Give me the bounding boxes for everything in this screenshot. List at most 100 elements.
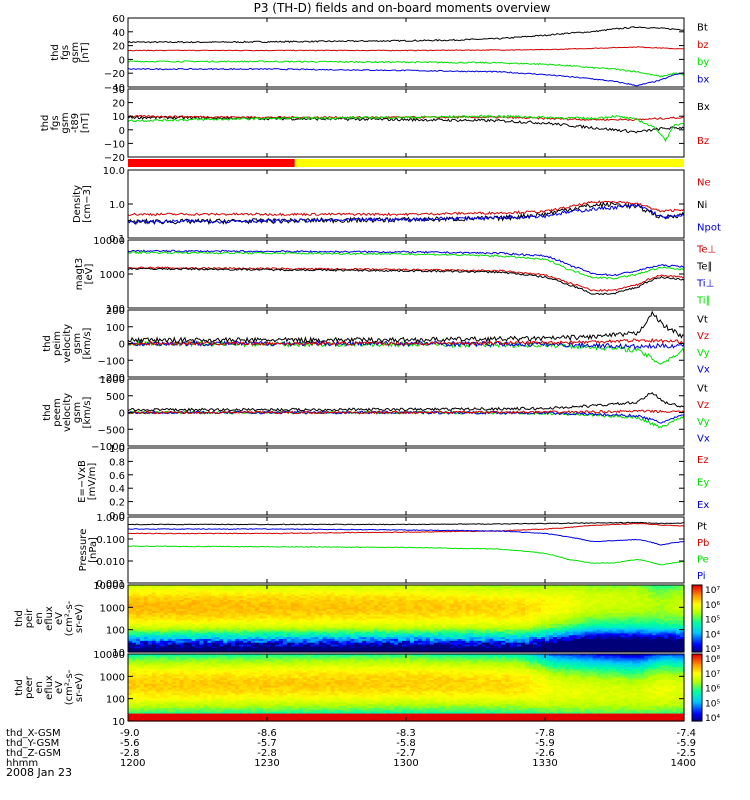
heat-cell: [131, 635, 137, 638]
heat-cell: [143, 624, 149, 627]
heat-cell: [620, 616, 626, 620]
heat-cell: [545, 646, 550, 649]
heat-cell: [632, 631, 637, 634]
heat-cell: [135, 629, 141, 633]
heat-cell: [211, 598, 216, 601]
heat-cell: [302, 586, 308, 590]
heat-cell: [620, 611, 626, 614]
heat-cell: [278, 644, 284, 648]
legend-Bt: Bt: [697, 23, 708, 34]
heat-cell: [255, 618, 260, 621]
heat-cell: [131, 642, 137, 646]
heat-cell: [247, 614, 252, 618]
heat-cell: [541, 635, 546, 638]
heat-cell: [338, 616, 344, 620]
heat-cell: [568, 624, 574, 627]
y-axis-label-line: fgs: [50, 115, 61, 130]
heat-cell: [513, 642, 518, 646]
heat-cell: [306, 648, 312, 651]
heat-cell: [259, 618, 264, 621]
heat-cell: [453, 622, 459, 625]
heat-cell: [517, 588, 522, 592]
heat-cell: [453, 646, 459, 649]
heat-cell: [548, 612, 554, 616]
heat-cell: [529, 614, 534, 618]
heat-cell: [358, 596, 363, 599]
heat-cell: [171, 631, 177, 634]
heat-cell: [298, 627, 304, 631]
heat-cell: [227, 627, 232, 631]
heat-cell: [342, 598, 348, 601]
heat-cell: [139, 598, 145, 601]
heat-cell: [342, 616, 348, 620]
heat-cell: [223, 616, 228, 620]
heat-cell: [501, 620, 506, 623]
heat-cell: [580, 620, 586, 623]
heat-cell: [481, 603, 487, 607]
heat-cell: [541, 624, 546, 627]
heat-cell: [612, 620, 618, 623]
heat-cell: [509, 618, 514, 621]
heat-cell: [501, 586, 506, 590]
heat-cell: [421, 596, 427, 599]
heat-cell: [604, 620, 610, 623]
heat-cell: [521, 650, 526, 653]
heat-cell: [350, 588, 355, 592]
heat-cell: [167, 609, 173, 612]
heat-cell: [421, 640, 427, 644]
heat-cell: [568, 633, 574, 636]
heat-cell: [616, 607, 622, 610]
heat-cell: [143, 640, 149, 644]
heat-cell: [306, 635, 312, 638]
heat-cell: [143, 603, 149, 607]
heat-cell: [406, 598, 411, 601]
heat-cell: [608, 620, 614, 623]
heat-cell: [425, 596, 431, 599]
heat-cell: [433, 612, 439, 616]
heat-cell: [390, 629, 395, 633]
heat-cell: [501, 598, 506, 601]
heat-cell: [537, 596, 542, 599]
heat-cell: [406, 607, 411, 610]
heat-cell: [612, 586, 618, 590]
heat-cell: [147, 594, 153, 597]
heat-cell: [223, 586, 228, 590]
heat-cell: [596, 640, 602, 644]
heat-cell: [187, 625, 193, 629]
heat-cell: [247, 612, 252, 616]
heat-cell: [568, 599, 574, 603]
heat-cell: [537, 642, 542, 646]
heat-cell: [159, 611, 165, 614]
heat-cell: [306, 612, 312, 616]
heat-cell: [175, 614, 181, 618]
heat-cell: [441, 640, 447, 644]
legend-Pe: Pe: [697, 554, 709, 565]
heat-cell: [652, 612, 657, 616]
heat-cell: [179, 638, 185, 642]
heat-cell: [648, 592, 653, 595]
heat-cell: [251, 588, 256, 592]
heat-cell: [624, 627, 629, 631]
heat-cell: [608, 585, 614, 588]
y-axis-label-line: E=−VxB: [77, 460, 88, 503]
heat-cell: [255, 588, 260, 592]
heat-cell: [564, 637, 570, 640]
heat-cell: [219, 648, 224, 651]
heat-cell: [223, 594, 228, 597]
heat-cell: [330, 592, 336, 595]
heat-cell: [147, 607, 153, 610]
y-tick-label: 1000: [100, 375, 125, 386]
heat-cell: [251, 609, 256, 612]
heat-cell: [306, 599, 312, 603]
heat-cell: [259, 614, 264, 618]
heat-cell: [568, 638, 574, 642]
y-tick-label: −20: [104, 69, 125, 80]
heat-cell: [191, 644, 197, 648]
heat-cell: [147, 635, 153, 638]
heat-cell: [334, 611, 340, 614]
heat-cell: [402, 590, 407, 594]
heat-cell: [580, 598, 586, 601]
heat-cell: [588, 609, 594, 612]
y-axis-label-line: gsm: [60, 112, 71, 133]
heat-cell: [556, 592, 562, 595]
